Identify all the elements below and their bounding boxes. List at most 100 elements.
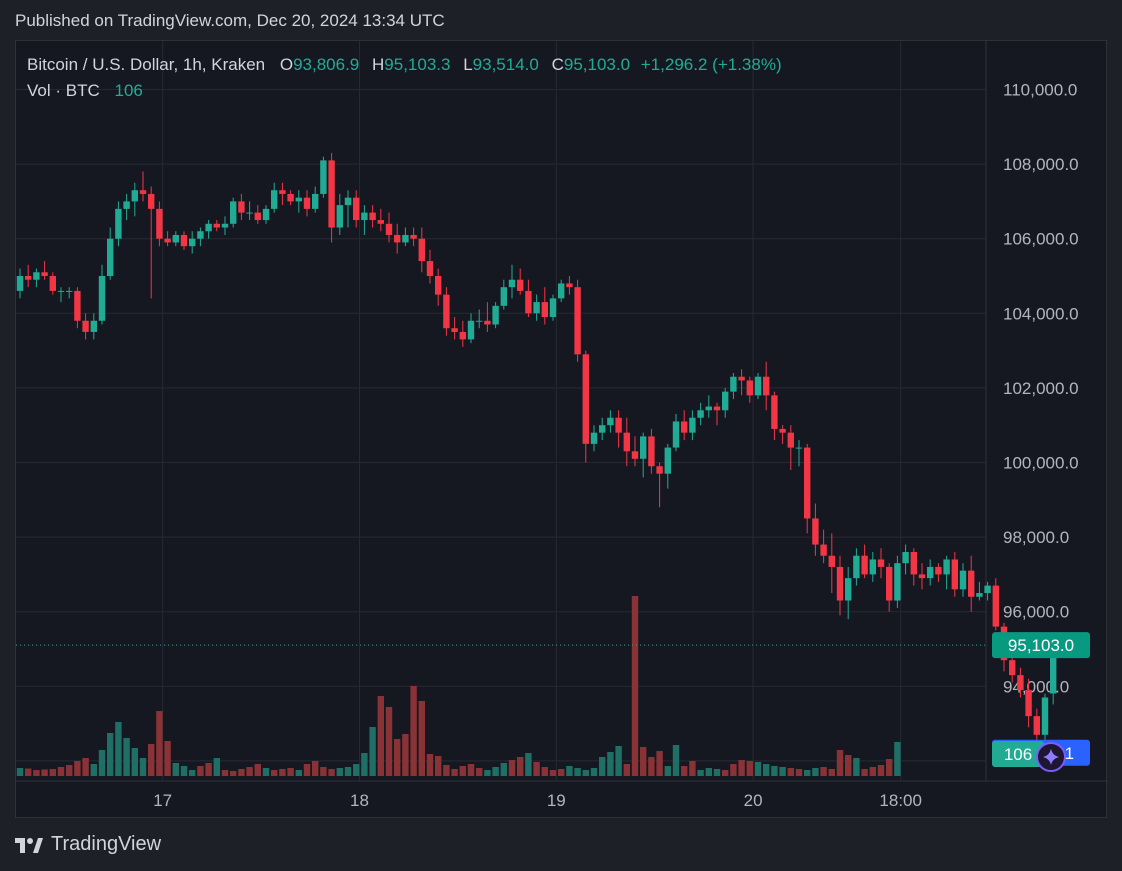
candle-body[interactable] — [131, 190, 138, 202]
candle-body[interactable] — [713, 406, 721, 411]
candle-body[interactable] — [156, 208, 163, 239]
candle-body[interactable] — [959, 570, 967, 590]
candle-body[interactable] — [746, 380, 753, 396]
candle-body[interactable] — [640, 436, 647, 459]
candle-body[interactable] — [689, 417, 696, 433]
candle-body[interactable] — [361, 212, 368, 221]
candle-body[interactable] — [107, 238, 114, 276]
candle-body[interactable] — [943, 559, 950, 575]
candle-body[interactable] — [139, 190, 147, 194]
candle-body[interactable] — [459, 331, 466, 340]
candle-body[interactable] — [123, 201, 130, 209]
candle-body[interactable] — [410, 234, 417, 239]
candle-body[interactable] — [49, 276, 56, 291]
candlestick-chart[interactable]: 110,000.0 108,000.0 106,000.0 104,000.0 102,… — [16, 41, 1108, 819]
candle-body[interactable] — [303, 197, 311, 209]
candle-body[interactable] — [115, 208, 122, 239]
candle-body[interactable] — [968, 570, 975, 597]
candle-body[interactable] — [16, 276, 24, 291]
candle-body[interactable] — [615, 417, 622, 433]
candle-body[interactable] — [730, 376, 737, 392]
candle-body[interactable] — [533, 302, 540, 314]
candle-body[interactable] — [656, 466, 663, 474]
candle-body[interactable] — [558, 283, 565, 299]
candle-body[interactable] — [779, 428, 786, 433]
chart-area[interactable]: 110,000.0 108,000.0 106,000.0 104,000.0 102,… — [15, 40, 1108, 819]
candle-body[interactable] — [500, 287, 507, 306]
candle-body[interactable] — [869, 559, 876, 575]
candle-body[interactable] — [984, 585, 991, 594]
candle-body[interactable] — [877, 559, 885, 567]
candle-body[interactable] — [484, 320, 491, 325]
candle-body[interactable] — [820, 544, 827, 556]
candle-body[interactable] — [927, 566, 934, 579]
candle-body[interactable] — [279, 190, 286, 194]
candle-body[interactable] — [525, 290, 532, 314]
candle-body[interactable] — [394, 234, 401, 243]
candle-body[interactable] — [344, 197, 352, 206]
candle-body[interactable] — [754, 376, 762, 396]
candle-body[interactable] — [385, 223, 393, 235]
candle-body[interactable] — [910, 552, 917, 575]
candle-body[interactable] — [271, 190, 278, 209]
candle-body[interactable] — [631, 451, 639, 459]
candle-body[interactable] — [1050, 645, 1057, 694]
candle-body[interactable] — [57, 290, 65, 292]
candle-body[interactable] — [295, 197, 302, 202]
candle-body[interactable] — [894, 563, 901, 601]
candle-body[interactable] — [738, 376, 745, 381]
candle-body[interactable] — [213, 223, 220, 228]
candle-body[interactable] — [336, 205, 343, 228]
candle-body[interactable] — [845, 578, 852, 601]
candle-body[interactable] — [918, 574, 926, 579]
candle-body[interactable] — [935, 566, 942, 575]
candle-body[interactable] — [205, 223, 212, 232]
candle-body[interactable] — [549, 298, 557, 318]
candle-body[interactable] — [697, 410, 704, 418]
candle-body[interactable] — [861, 555, 868, 575]
candle-body[interactable] — [623, 432, 630, 452]
candle-body[interactable] — [648, 436, 655, 467]
candle-body[interactable] — [33, 272, 40, 280]
candle-body[interactable] — [951, 559, 958, 590]
candle-body[interactable] — [164, 238, 171, 243]
candle-body[interactable] — [681, 421, 688, 433]
candle-body[interactable] — [377, 220, 384, 224]
candle-body[interactable] — [705, 406, 712, 411]
candle-body[interactable] — [82, 320, 89, 332]
candle-body[interactable] — [590, 432, 598, 444]
candle-body[interactable] — [172, 234, 179, 243]
candle-body[interactable] — [353, 197, 360, 221]
candle-body[interactable] — [771, 395, 778, 429]
candle-body[interactable] — [90, 320, 97, 332]
candle-body[interactable] — [607, 417, 614, 426]
candle-body[interactable] — [74, 290, 81, 321]
candle-body[interactable] — [1009, 660, 1016, 676]
candle-body[interactable] — [1033, 716, 1040, 735]
candle-body[interactable] — [320, 160, 327, 194]
candle-body[interactable] — [189, 238, 196, 247]
candle-body[interactable] — [66, 290, 73, 292]
candle-body[interactable] — [262, 208, 270, 221]
candle-body[interactable] — [238, 201, 245, 213]
candle-body[interactable] — [230, 201, 237, 224]
candle-body[interactable] — [787, 432, 794, 448]
candle-body[interactable] — [287, 193, 294, 202]
candle-body[interactable] — [312, 193, 319, 209]
symbol-label[interactable]: Bitcoin / U.S. Dollar, 1h, Kraken — [27, 55, 266, 74]
candle-body[interactable] — [517, 279, 524, 291]
candle-body[interactable] — [418, 238, 425, 262]
candle-body[interactable] — [328, 160, 335, 228]
candle-body[interactable] — [508, 279, 516, 288]
candle-body[interactable] — [664, 447, 671, 474]
candle-body[interactable] — [492, 305, 499, 325]
candle-body[interactable] — [197, 231, 204, 239]
candle-body[interactable] — [541, 302, 548, 318]
candle-body[interactable] — [582, 354, 589, 444]
candle-body[interactable] — [41, 272, 48, 276]
candle-body[interactable] — [1025, 690, 1032, 717]
candle-body[interactable] — [25, 276, 32, 280]
candle-body[interactable] — [992, 585, 999, 627]
candle-body[interactable] — [828, 555, 835, 567]
candle-body[interactable] — [763, 376, 770, 396]
